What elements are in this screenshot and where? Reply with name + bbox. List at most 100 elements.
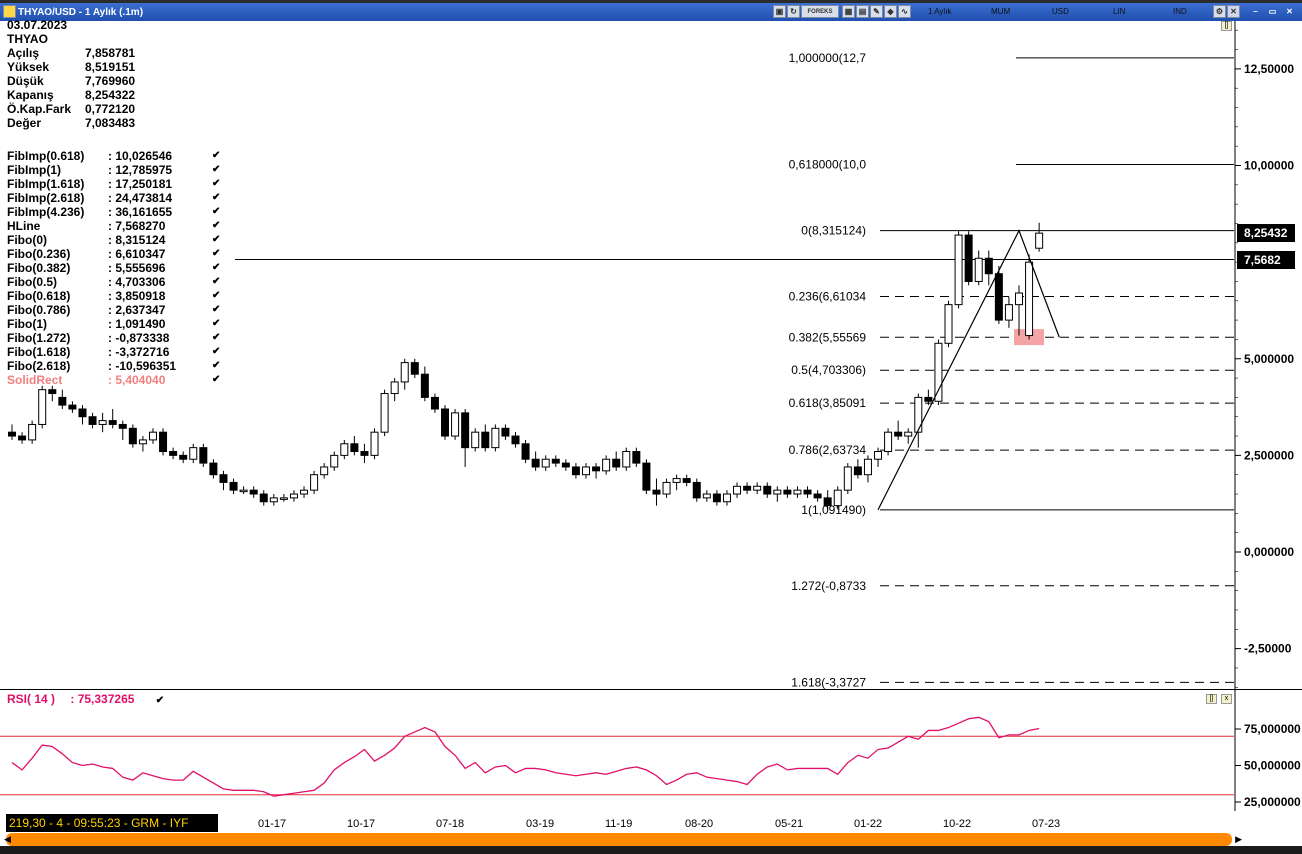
legend-label: Fibo(0.236) — [7, 247, 71, 261]
candle-body — [853, 466, 862, 476]
status-bar: 219,30 - 4 - 09:55:23 - GRM - IYF — [6, 814, 218, 832]
hline-price-tag: 7,5682 — [1237, 251, 1295, 269]
candle-body — [58, 396, 67, 406]
candle-body — [370, 431, 379, 456]
legend-check-icon[interactable]: ✔ — [212, 346, 221, 357]
candle-body — [511, 435, 520, 445]
time-scrollbar[interactable]: ◀ ▶ — [4, 833, 1242, 846]
rsi-check-icon[interactable]: ✔ — [155, 695, 165, 706]
legend-value: : 6,610347 — [108, 247, 166, 261]
candle-body — [179, 454, 188, 460]
fib-level-label: 0,618000(10,0 — [789, 157, 867, 171]
info-value: 7,858781 — [85, 46, 136, 60]
rsi-close-icon[interactable]: x — [1221, 694, 1232, 704]
legend-label: FibImp(0.618) — [7, 149, 85, 163]
candle-body — [219, 474, 228, 483]
window-title: THYAO/USD - 1 Aylık (.1m) — [18, 6, 144, 18]
candle-body — [541, 458, 550, 468]
minimize-icon[interactable]: – — [1253, 7, 1258, 16]
legend-check-icon[interactable]: ✔ — [212, 206, 221, 217]
fib-level-label: 0.5(4,703306) — [791, 363, 866, 377]
info-label: Yüksek — [7, 60, 50, 74]
candle-body — [662, 481, 671, 495]
ohlc-info-panel: 03.07.2023 THYAO Açılış 7,858781 Yüksek 8,5… — [7, 18, 135, 130]
legend-check-icon[interactable]: ✔ — [212, 332, 221, 343]
legend-label: FibImp(2.618) — [7, 191, 85, 205]
candle-body — [360, 451, 369, 456]
legend-row: Fibo(0): 8,315124 ✔ — [7, 233, 220, 247]
legend-check-icon[interactable]: ✔ — [212, 192, 221, 203]
legend-check-icon[interactable]: ✔ — [212, 304, 221, 315]
legend-check-icon[interactable]: ✔ — [212, 276, 221, 287]
grid-icon[interactable]: ▦ — [842, 5, 855, 18]
scroll-right-icon[interactable]: ▶ — [1235, 834, 1242, 844]
legend-check-icon[interactable]: ✔ — [212, 262, 221, 273]
rsi-options-icon[interactable]: [] — [1206, 694, 1217, 704]
pencil-icon[interactable]: ✎ — [870, 5, 883, 18]
legend-value: : 3,850918 — [108, 289, 166, 303]
rsi-line — [11, 716, 1040, 797]
settings-icon[interactable]: ⚙ — [1213, 5, 1226, 18]
candle-body — [239, 489, 248, 493]
legend-check-icon[interactable]: ✔ — [212, 150, 221, 161]
legend-label: FibImp(4.236) — [7, 205, 85, 219]
candle-body — [259, 493, 268, 503]
legend-check-icon[interactable]: ✔ — [212, 248, 221, 259]
legend-value: : 2,637347 — [108, 303, 166, 317]
price-axis-label: 5,000000 — [1244, 352, 1294, 366]
legend-check-icon[interactable]: ✔ — [212, 360, 221, 371]
legend-label: FibImp(1.618) — [7, 177, 85, 191]
tab-scale[interactable]: LIN — [1113, 7, 1126, 16]
legend-check-icon[interactable]: ✔ — [212, 220, 221, 231]
legend-value: : 4,703306 — [108, 275, 166, 289]
candle-body — [934, 342, 943, 402]
restore-icon[interactable]: ▭ — [1268, 7, 1277, 16]
legend-row: HLine: 7,568270 ✔ — [7, 219, 220, 233]
legend-check-icon[interactable]: ✔ — [212, 290, 221, 301]
candle-body — [18, 435, 27, 441]
legend-check-icon[interactable]: ✔ — [212, 164, 221, 175]
candle-body — [874, 451, 883, 460]
close-chart-icon[interactable]: ✕ — [1227, 5, 1240, 18]
candle-body — [994, 273, 1003, 321]
legend-check-icon[interactable]: ✔ — [212, 234, 221, 245]
link-icon[interactable]: ▣ — [773, 5, 786, 18]
panel-options-icon[interactable]: [] — [1221, 21, 1232, 31]
legend-check-icon[interactable]: ✔ — [212, 178, 221, 189]
price-chart[interactable]: 12,50000 10,00000 5,000000 2,500000 0,000000… — [0, 21, 1302, 689]
diamond-icon[interactable]: ◆ — [884, 5, 897, 18]
candle-body — [571, 466, 580, 476]
scroll-left-icon[interactable]: ◀ — [4, 834, 11, 844]
legend-label: HLine — [7, 219, 41, 233]
candle-body — [884, 431, 893, 453]
candle-body — [279, 497, 288, 500]
x-axis-date-label: 11-19 — [605, 818, 633, 830]
foreks-button[interactable]: FOREKS — [801, 5, 839, 18]
candle-body — [481, 431, 490, 449]
candle-body — [722, 493, 731, 503]
tab-indicators[interactable]: IND — [1173, 7, 1187, 16]
legend-check-icon[interactable]: ✔ — [212, 318, 221, 329]
refresh-icon[interactable]: ↻ — [787, 5, 800, 18]
x-axis-date-label: 08-20 — [685, 818, 714, 830]
candle-body — [491, 427, 500, 449]
tab-currency[interactable]: USD — [1052, 7, 1069, 16]
info-label: Açılış — [7, 46, 40, 60]
candle-body — [330, 454, 339, 468]
table-icon[interactable]: ▤ — [856, 5, 869, 18]
candle-body — [441, 408, 450, 437]
close-window-icon[interactable]: ✕ — [1286, 7, 1293, 16]
tab-period[interactable]: 1 Aylık — [928, 7, 952, 16]
fib-level-label: 0.786(2,63734 — [789, 443, 867, 457]
chart-line-icon[interactable]: ∿ — [898, 5, 911, 18]
info-label: Değer — [7, 116, 42, 130]
rsi-chart[interactable]: 75,000000 50,000000 25,000000 — [0, 689, 1302, 811]
legend-check-icon[interactable]: ✔ — [212, 374, 221, 385]
candle-body — [1004, 304, 1013, 321]
tab-chart-type[interactable]: MUM — [991, 7, 1011, 16]
candle-body — [451, 412, 460, 437]
legend-row: FibImp(1): 12,785975 ✔ — [7, 163, 220, 177]
legend-label: Fibo(0.382) — [7, 261, 71, 275]
info-value: 7,083483 — [85, 116, 136, 130]
candle-body — [78, 408, 87, 418]
